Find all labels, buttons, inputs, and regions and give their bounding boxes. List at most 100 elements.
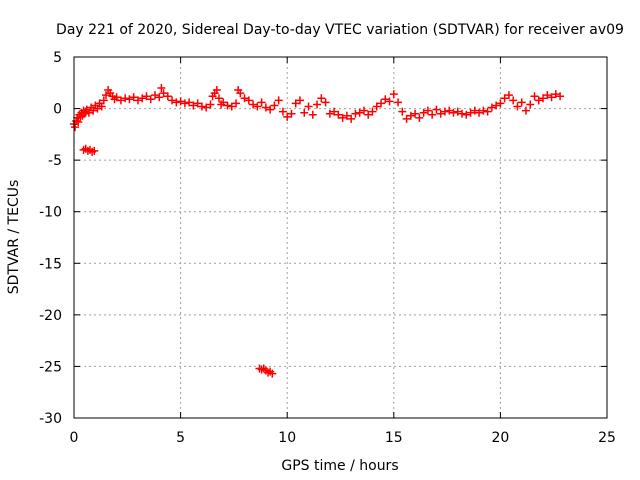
data-point [244, 96, 253, 105]
data-point [423, 106, 432, 115]
data-point [129, 93, 138, 102]
data-point [539, 94, 548, 103]
data-point [347, 114, 356, 123]
data-point [466, 108, 475, 117]
data-point [219, 98, 228, 107]
data-point [214, 94, 223, 103]
data-point [551, 90, 560, 99]
data-point [283, 112, 292, 121]
data-point [556, 92, 565, 101]
data-point [415, 113, 424, 122]
data-point [479, 106, 488, 115]
x-tick-label: 15 [385, 430, 403, 446]
data-point [453, 107, 462, 116]
data-point [394, 98, 403, 107]
data-point [278, 107, 287, 116]
data-point [116, 96, 125, 105]
data-point [509, 96, 518, 105]
x-axis-title: GPS time / hours [281, 458, 398, 474]
data-point [526, 100, 535, 109]
y-axis-title: SDTVAR / TECUs [6, 180, 22, 295]
data-point [257, 98, 266, 107]
data-point [97, 102, 106, 111]
data-point [377, 99, 386, 108]
data-point [189, 101, 198, 110]
data-point [313, 100, 322, 109]
data-point [440, 107, 449, 116]
data-point [261, 103, 270, 112]
data-point [308, 110, 317, 119]
data-point [291, 99, 300, 108]
data-point [206, 100, 215, 109]
y-tick-label: -5 [48, 153, 62, 169]
data-point [547, 93, 556, 102]
data-point [185, 98, 194, 107]
data-point [142, 92, 151, 101]
data-point [402, 114, 411, 123]
data-point [112, 93, 121, 102]
data-point [317, 94, 326, 103]
data-point [89, 106, 98, 115]
data-point [445, 106, 454, 115]
x-tick-label: 0 [70, 430, 79, 446]
data-point [385, 97, 394, 106]
data-point [504, 91, 513, 100]
data-point [159, 89, 168, 98]
data-point [180, 99, 189, 108]
data-point [428, 110, 437, 119]
data-point [364, 110, 373, 119]
data-point [432, 105, 441, 114]
data-point [227, 102, 236, 111]
data-point [398, 107, 407, 116]
chart-title: Day 221 of 2020, Sidereal Day-to-day VTE… [56, 22, 624, 38]
data-point [274, 96, 283, 105]
data-point [475, 108, 484, 117]
data-point [492, 101, 501, 110]
data-point [462, 110, 471, 119]
data-point [458, 109, 467, 118]
data-point [74, 117, 83, 126]
data-point [172, 98, 181, 107]
data-point [470, 106, 479, 115]
data-point [266, 105, 275, 114]
data-point [449, 108, 458, 117]
data-point [534, 96, 543, 105]
data-point [355, 108, 364, 117]
data-point [157, 83, 166, 92]
data-point [338, 113, 347, 122]
plot-frame [73, 56, 608, 419]
data-point [253, 102, 262, 111]
data-point [436, 109, 445, 118]
data-point [163, 92, 172, 101]
data-point [406, 111, 415, 120]
data-point [151, 91, 160, 100]
data-points [70, 83, 565, 378]
x-tick-label: 20 [491, 430, 509, 446]
y-tick-label: 0 [53, 102, 62, 118]
data-point [295, 96, 304, 105]
data-point [325, 109, 334, 118]
data-point [334, 110, 343, 119]
data-point [351, 109, 360, 118]
data-point [168, 96, 177, 105]
data-point [99, 96, 108, 105]
y-tick-label: -30 [39, 411, 62, 427]
x-tick-label: 10 [278, 430, 296, 446]
data-point [176, 97, 185, 106]
x-tick-label: 25 [598, 430, 616, 446]
data-point [359, 106, 368, 115]
data-point [202, 103, 211, 112]
data-point [121, 94, 130, 103]
data-point [304, 102, 313, 111]
data-point [513, 102, 522, 111]
data-point [530, 92, 539, 101]
data-point [500, 94, 509, 103]
data-point [93, 104, 102, 113]
data-point [543, 91, 552, 100]
axis-ticks: 0 5 10 15 20 25 -30 -25 -20 -15 -10 -5 0 5 [39, 50, 616, 446]
data-point [212, 86, 221, 95]
data-point [381, 95, 390, 104]
data-point [287, 109, 296, 118]
data-point [232, 99, 241, 108]
